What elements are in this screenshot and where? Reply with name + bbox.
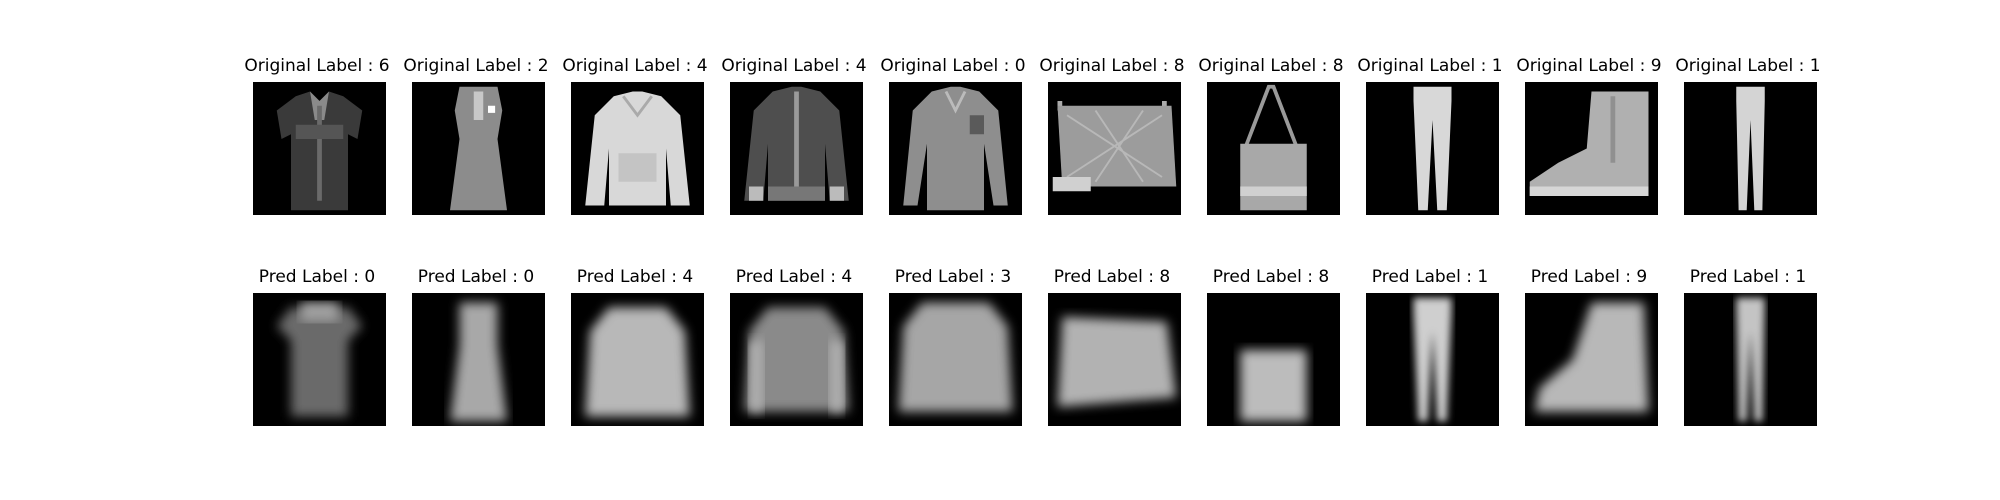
pred-image-blurry-dress [412, 293, 545, 426]
pred-label: Pred Label : 0 [417, 267, 535, 287]
pred-label: Pred Label : 0 [258, 267, 376, 287]
original-label: Original Label : 1 [1357, 56, 1503, 76]
original-label: Original Label : 0 [880, 56, 1026, 76]
original-image-trouser [1684, 82, 1817, 215]
pred-image-blurry-pullover-dark [730, 293, 863, 426]
pred-image-blurry-bag [1048, 293, 1181, 426]
original-label: Original Label : 8 [1039, 56, 1185, 76]
pred-image-blurry-boot [1525, 293, 1658, 426]
pred-label: Pred Label : 4 [576, 267, 694, 287]
original-image-shirt [253, 82, 386, 215]
pred-label: Pred Label : 1 [1371, 267, 1489, 287]
original-image-trouser [1366, 82, 1499, 215]
original-image-long-sleeve-top [889, 82, 1022, 215]
pred-image-blurry-trouser [1366, 293, 1499, 426]
pred-label: Pred Label : 4 [735, 267, 853, 287]
original-label: Original Label : 4 [721, 56, 867, 76]
original-image-bag-wide [1048, 82, 1181, 215]
pred-image-blurry-longsleeve [889, 293, 1022, 426]
pred-image-blurry-trouser-narrow [1684, 293, 1817, 426]
pred-label: Pred Label : 3 [894, 267, 1012, 287]
pred-label: Pred Label : 1 [1689, 267, 1807, 287]
pred-image-blurry-pullover [571, 293, 704, 426]
original-label: Original Label : 6 [244, 56, 390, 76]
original-image-coat-dark [730, 82, 863, 215]
original-label: Original Label : 2 [403, 56, 549, 76]
original-label: Original Label : 4 [562, 56, 708, 76]
pred-label: Pred Label : 9 [1530, 267, 1648, 287]
original-label: Original Label : 9 [1516, 56, 1662, 76]
pred-image-blurry-small-bag [1207, 293, 1340, 426]
original-image-coat-light [571, 82, 704, 215]
pred-label: Pred Label : 8 [1212, 267, 1330, 287]
pred-image-blurry-tshirt [253, 293, 386, 426]
original-image-dress [412, 82, 545, 215]
pred-label: Pred Label : 8 [1053, 267, 1171, 287]
original-image-bag-handle [1207, 82, 1340, 215]
original-image-ankle-boot [1525, 82, 1658, 215]
original-label: Original Label : 1 [1675, 56, 1821, 76]
original-label: Original Label : 8 [1198, 56, 1344, 76]
